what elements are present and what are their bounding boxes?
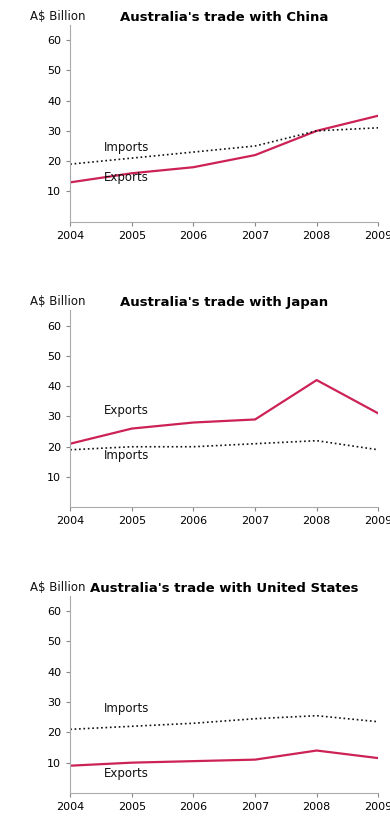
Text: A$ Billion: A$ Billion: [30, 581, 86, 594]
Text: A$ Billion: A$ Billion: [30, 296, 86, 308]
Title: Australia's trade with China: Australia's trade with China: [120, 11, 328, 24]
Text: Exports: Exports: [104, 171, 149, 184]
Text: Imports: Imports: [104, 141, 149, 154]
Text: Imports: Imports: [104, 701, 149, 714]
Title: Australia's trade with United States: Australia's trade with United States: [90, 582, 358, 595]
Text: Imports: Imports: [104, 449, 149, 463]
Text: Exports: Exports: [104, 767, 149, 780]
Text: Exports: Exports: [104, 404, 149, 417]
Title: Australia's trade with Japan: Australia's trade with Japan: [120, 297, 328, 309]
Text: A$ Billion: A$ Billion: [30, 10, 86, 23]
